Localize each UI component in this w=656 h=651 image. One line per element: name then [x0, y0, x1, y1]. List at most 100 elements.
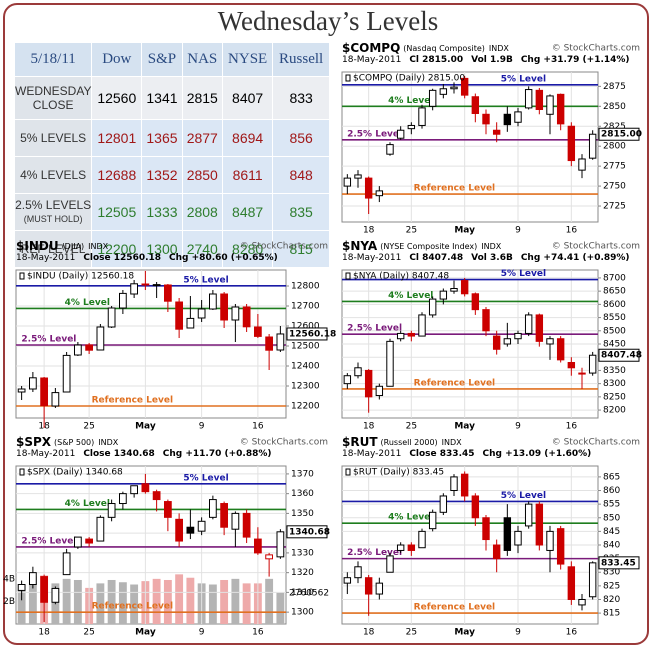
- volume-bar: [118, 582, 127, 624]
- candle-body: [74, 536, 82, 548]
- candle-body: [396, 129, 405, 139]
- y-tick-label: 12700: [291, 302, 320, 312]
- candle-body: [231, 306, 240, 321]
- chart-stat: Chg +11.70 (+0.88%): [163, 449, 272, 459]
- x-tick-label: 18: [38, 628, 50, 638]
- last-price-label: 2815.00: [601, 130, 642, 140]
- candle-body: [578, 158, 586, 171]
- chart-subheader: 18-May-2011 Close 833.45 Chg +13.09 (+1.60…: [342, 449, 591, 459]
- candle-body: [164, 501, 172, 518]
- x-tick-label: 16: [566, 226, 578, 236]
- candle-body: [450, 288, 458, 292]
- y-tick-label: 2850: [603, 102, 626, 112]
- y-tick-label: 8650: [603, 287, 626, 297]
- last-price-box: [598, 348, 640, 362]
- value-cell: 2740: [181, 230, 223, 268]
- value-cell: 12505: [91, 193, 143, 231]
- candle-body: [354, 174, 362, 179]
- candle-body: [276, 333, 285, 351]
- chart-header: $RUT (Russell 2000) INDX: [342, 435, 462, 449]
- candle-body: [567, 125, 576, 162]
- candle-body: [428, 511, 437, 530]
- chart-date: 18-May-2011: [342, 253, 401, 263]
- x-tick-label: May: [135, 628, 156, 638]
- chart-name: (NYSE Composite Index): [380, 242, 477, 251]
- value-cell: 2877: [181, 119, 223, 157]
- chart-exchange: INDX: [481, 242, 502, 251]
- x-tick-label: 25: [83, 628, 94, 638]
- candle-body: [578, 598, 586, 606]
- candle-body: [96, 326, 105, 351]
- y-tick-label: 8200: [603, 406, 626, 416]
- candle-body: [588, 133, 597, 159]
- candle-body: [396, 332, 405, 340]
- y-tick-label: 8500: [603, 326, 626, 336]
- candle-body: [254, 326, 262, 337]
- y-tick-label: 1350: [291, 509, 314, 519]
- candle-body: [492, 335, 501, 350]
- value-cell: 8407: [221, 76, 274, 120]
- last-price-box: [286, 327, 328, 341]
- chart-subheader: 18-May-2011 Close 1340.68 Chg +11.70 (+0.8…: [16, 449, 272, 459]
- candle-body: [471, 495, 480, 519]
- level-label: Reference Level: [92, 602, 173, 612]
- candle-body: [186, 526, 195, 534]
- candle-body: [175, 518, 183, 542]
- candle-body: [556, 338, 565, 361]
- candle-body: [364, 577, 373, 595]
- candle-body: [524, 503, 533, 527]
- y-tick-label: 8250: [603, 392, 626, 402]
- x-tick-label: May: [454, 226, 475, 236]
- x-tick-label: 9: [199, 628, 205, 638]
- y-tick-label: 2725: [603, 202, 626, 212]
- candle-body: [535, 314, 544, 342]
- candle-body: [17, 388, 26, 393]
- candle-body: [265, 554, 273, 560]
- candle-body: [220, 503, 228, 528]
- candle-body: [265, 336, 273, 351]
- candle-body: [460, 280, 469, 295]
- value-cell: 1365: [141, 119, 183, 157]
- x-tick-label: 18: [363, 422, 375, 432]
- volume-bar: [107, 579, 116, 624]
- y-tick-label: 1370: [291, 469, 314, 479]
- candle-body: [141, 283, 150, 286]
- candle-body: [524, 89, 533, 109]
- y-tick-label: 2750: [603, 182, 626, 192]
- candle-body: [503, 517, 512, 551]
- chart-header: $NYA (NYSE Composite Index) INDX: [342, 239, 502, 253]
- candle-body: [186, 317, 195, 329]
- table-row: REF LEVEL 12200 1300 2740 8280 815: [13, 230, 330, 268]
- candle-body: [567, 362, 576, 369]
- chart-date: 18-May-2011: [342, 55, 401, 65]
- candle-body: [524, 314, 533, 334]
- y-tick-label: 1300: [291, 608, 314, 618]
- volume-bar: [73, 579, 82, 624]
- candle-body: [276, 531, 285, 558]
- value-cell: 835: [272, 193, 330, 231]
- candle-body: [130, 485, 138, 495]
- candle-body: [130, 283, 138, 295]
- level-label: Reference Level: [414, 378, 495, 388]
- table-row: 4% LEVELS 12688 1352 2850 8611 848: [13, 156, 330, 194]
- y-tick-label: 2775: [603, 162, 626, 172]
- chart-exchange: INDX: [442, 438, 463, 447]
- level-label: 5% Level: [501, 491, 546, 501]
- candle-body: [546, 95, 554, 115]
- candle-body: [386, 144, 394, 155]
- legend-text: $NYA (Daily) 8407.48: [353, 272, 449, 282]
- candle-body: [428, 89, 437, 107]
- candle-body: [514, 111, 522, 123]
- chart-stat: Cl 8407.48: [409, 253, 463, 263]
- candle-body: [556, 93, 565, 125]
- volume-bar: [96, 583, 105, 624]
- y-tick-label: 1310: [291, 588, 314, 598]
- y-tick-label: 815: [603, 609, 620, 619]
- header-cell: NYSE: [221, 42, 274, 77]
- y-tick-label: 865: [603, 472, 620, 482]
- level-label: 4% Level: [388, 513, 433, 523]
- chart-header: $INDU (DJIA) INDX: [16, 239, 109, 253]
- last-price-label: 8407.48: [601, 351, 642, 361]
- candle-body: [74, 344, 82, 356]
